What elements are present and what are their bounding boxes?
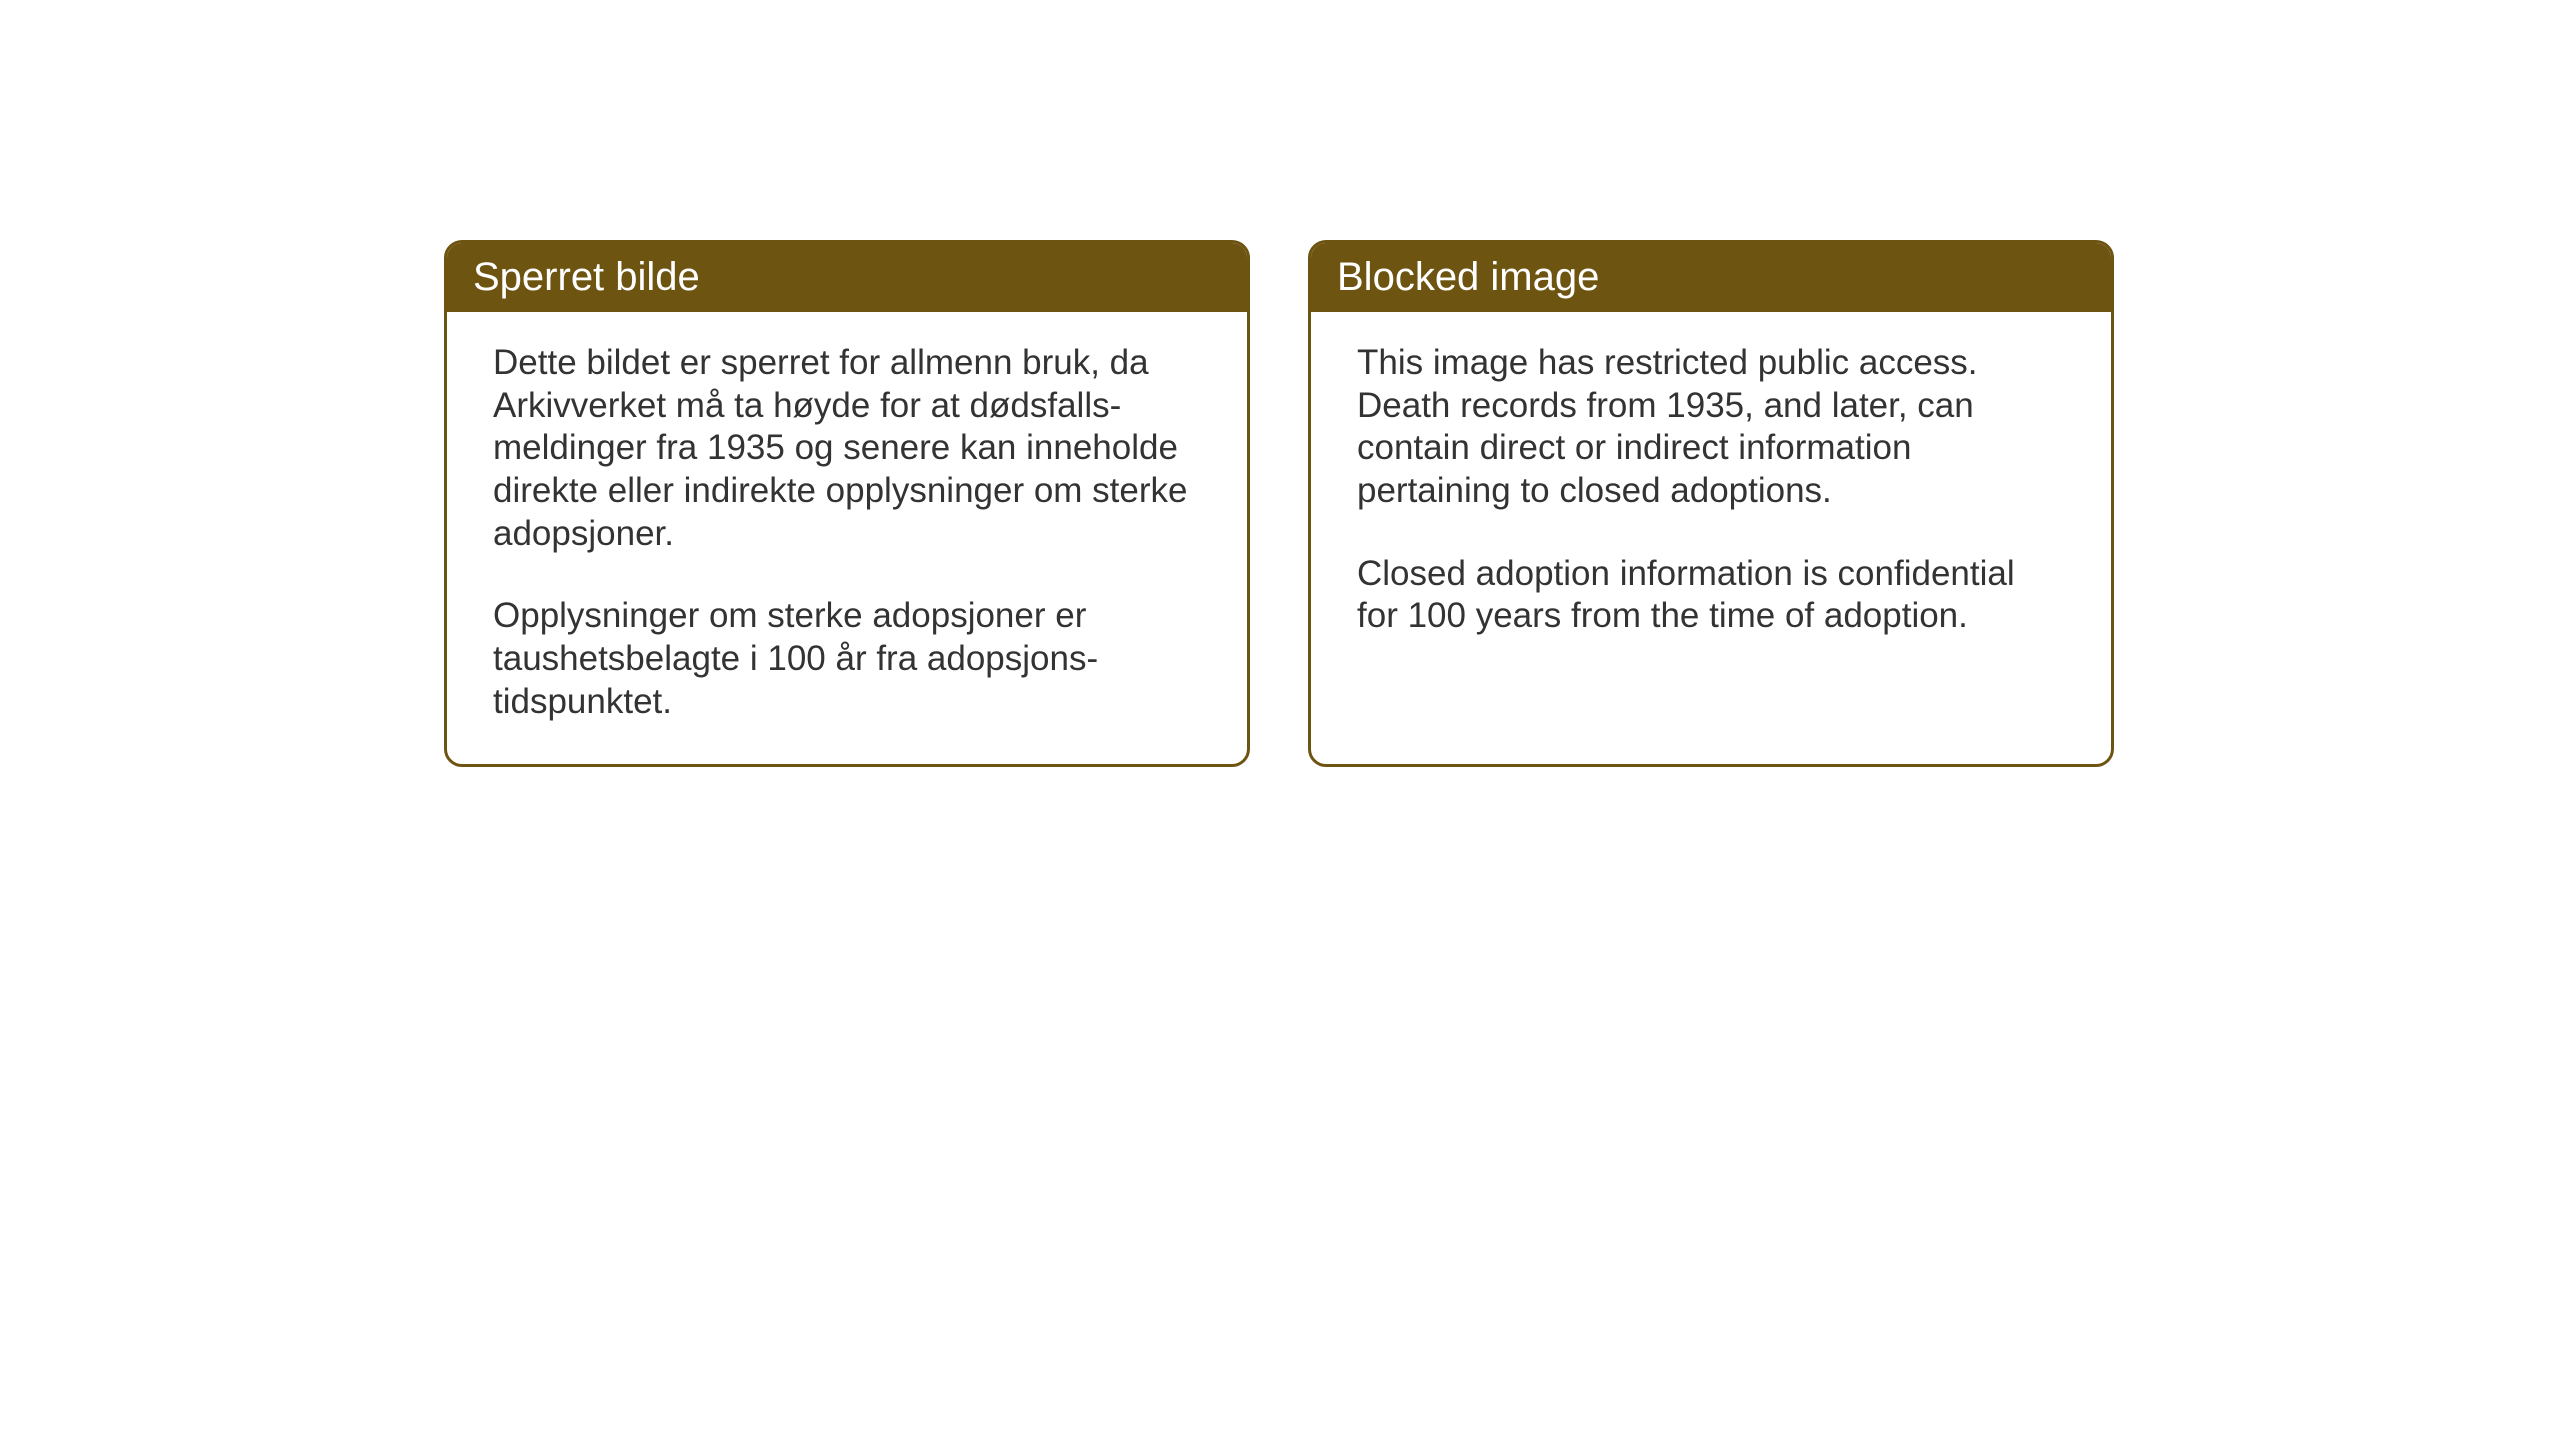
notice-body-norwegian: Dette bildet er sperret for allmenn bruk… <box>447 312 1247 764</box>
notice-header-norwegian: Sperret bilde <box>447 243 1247 312</box>
notices-container: Sperret bilde Dette bildet er sperret fo… <box>444 240 2114 767</box>
notice-title-english: Blocked image <box>1337 255 1599 299</box>
notice-body-english: This image has restricted public access.… <box>1311 312 2111 732</box>
notice-box-norwegian: Sperret bilde Dette bildet er sperret fo… <box>444 240 1250 767</box>
notice-header-english: Blocked image <box>1311 243 2111 312</box>
notice-paragraph-english-2: Closed adoption information is confident… <box>1357 553 2065 638</box>
notice-paragraph-norwegian-2: Opplysninger om sterke adopsjoner er tau… <box>493 595 1201 723</box>
notice-paragraph-english-1: This image has restricted public access.… <box>1357 342 2065 513</box>
notice-box-english: Blocked image This image has restricted … <box>1308 240 2114 767</box>
notice-title-norwegian: Sperret bilde <box>473 255 700 299</box>
notice-paragraph-norwegian-1: Dette bildet er sperret for allmenn bruk… <box>493 342 1201 555</box>
